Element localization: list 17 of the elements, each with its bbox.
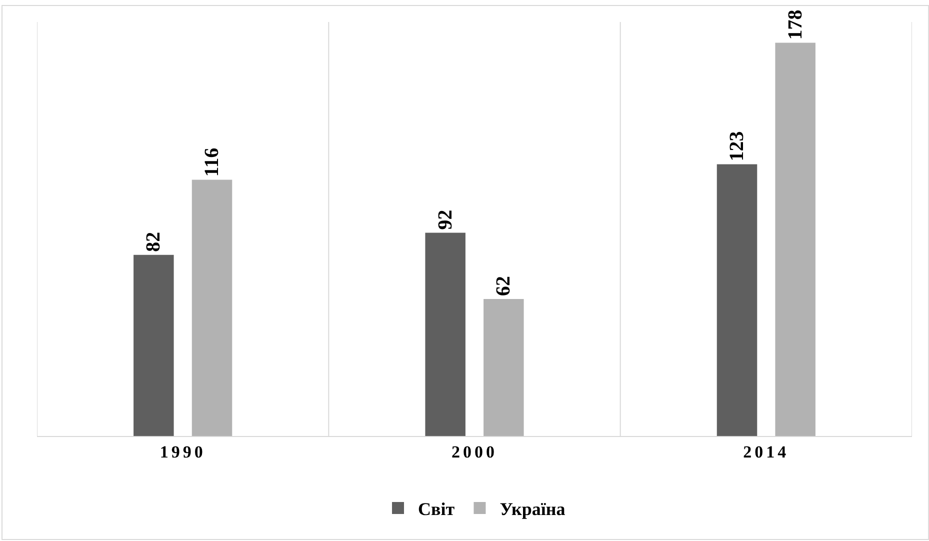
data-label: 92: [434, 210, 456, 230]
data-label: 82: [142, 232, 165, 252]
bar: [484, 299, 524, 436]
data-label: 116: [201, 148, 224, 177]
bar: [425, 232, 466, 436]
x-tick-label: 2000: [452, 442, 498, 462]
x-tick-label: 1990: [160, 442, 206, 462]
legend-label: Світ: [418, 499, 455, 520]
legend-label: Україна: [500, 499, 566, 520]
x-tick-label: 2014: [743, 442, 790, 462]
bar: [716, 164, 758, 436]
bar: [134, 254, 174, 436]
bar: [775, 42, 816, 436]
bar: [192, 180, 232, 436]
data-label: 123: [726, 131, 748, 162]
data-label: 62: [492, 276, 515, 296]
data-label: 178: [784, 10, 806, 40]
